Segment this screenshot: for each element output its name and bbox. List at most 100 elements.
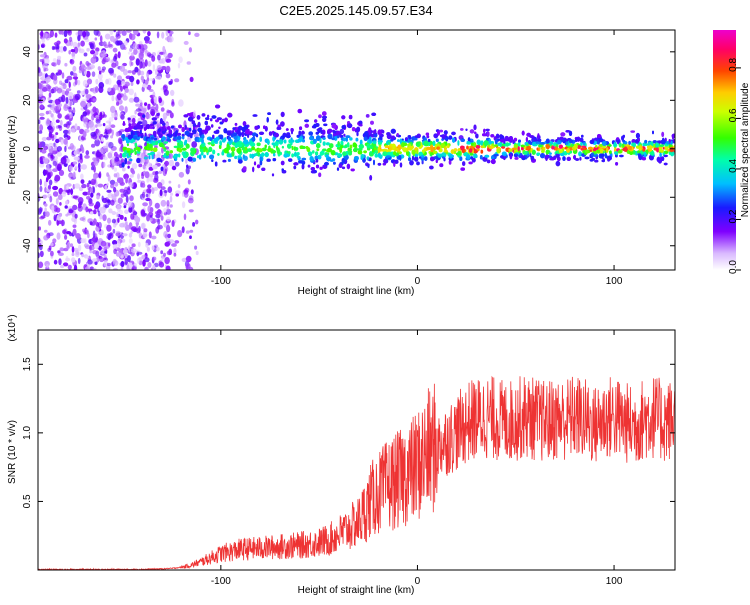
spectrogram-cell: [160, 166, 164, 171]
spectrogram-cell: [55, 119, 60, 123]
spectrogram-cell: [106, 262, 111, 267]
spectrogram-cell: [59, 202, 62, 206]
spectrogram-cell: [334, 136, 338, 141]
spectrogram-cell: [230, 146, 236, 152]
spectrogram-cell: [123, 223, 127, 228]
spectrogram-cell: [236, 129, 241, 135]
spectrogram-cell: [78, 167, 81, 173]
spectrogram-cell: [51, 45, 56, 51]
spectrogram-cell: [143, 36, 150, 42]
spectrogram-cell: [139, 62, 142, 70]
spectrogram-cell: [115, 31, 119, 38]
spectrogram-cell: [416, 149, 419, 155]
spectrogram-cell: [102, 123, 106, 127]
spectrogram-cell: [178, 153, 181, 158]
spectrogram-cell: [72, 195, 78, 199]
spectrogram-cell: [185, 230, 190, 234]
spectrogram-cell: [58, 96, 64, 103]
spectrogram-cell: [130, 248, 137, 254]
spectrogram-cell: [57, 69, 63, 76]
spectrogram-cell: [207, 142, 212, 145]
spectrogram-cell: [46, 118, 50, 125]
spectrogram-cell: [352, 143, 358, 148]
spectrogram-cell: [52, 160, 57, 166]
spectrogram-cell: [290, 128, 294, 132]
spectrogram-cell: [158, 142, 164, 148]
spectrogram-cell: [508, 136, 513, 142]
spectrogram-cell: [89, 187, 93, 193]
spectrogram-cell: [57, 113, 62, 119]
spectrogram-cell: [156, 31, 160, 39]
spectrogram-cell: [258, 131, 265, 135]
spectrogram-cell: [164, 234, 168, 239]
spectrogram-cell: [141, 175, 145, 179]
spectrogram-cell: [144, 266, 149, 270]
spectrogram-cell: [109, 30, 114, 36]
spectrogram-cell: [399, 138, 403, 144]
spectrogram-cell: [204, 130, 207, 135]
spectrogram-cell: [72, 224, 77, 228]
spectrogram-cell: [148, 40, 152, 45]
spectrogram-y-label: Frequency (Hz): [7, 116, 18, 185]
spectrogram-cell: [147, 103, 151, 110]
spectrogram-cell: [322, 141, 326, 146]
spectrogram-cell: [251, 136, 256, 142]
spectrogram-cell: [174, 157, 178, 161]
spectrogram-cell: [259, 160, 263, 166]
spectrogram-cell: [560, 132, 566, 137]
spectrogram-cell: [346, 163, 351, 170]
spectrogram-cell: [357, 148, 363, 151]
spectrogram-cell: [576, 145, 582, 149]
spectrogram-cell: [149, 173, 154, 178]
spectrogram-cell: [565, 141, 569, 145]
spectrogram-cell: [427, 138, 431, 143]
spectrogram-cell: [189, 235, 192, 239]
spectrogram-cell: [121, 162, 125, 168]
spectrogram-cell: [556, 139, 562, 145]
spectrogram-cell: [209, 118, 213, 122]
spectrogram-cell: [162, 112, 168, 120]
spectrogram-cell: [184, 124, 187, 130]
spectrogram-cell: [120, 260, 125, 268]
spectrogram-cell: [122, 121, 125, 126]
spectrogram-cell: [488, 138, 491, 143]
spectrogram-cell: [91, 71, 96, 77]
spectrogram-cell: [221, 138, 226, 143]
spectrogram-cell: [122, 152, 127, 158]
spectrogram-cell: [64, 234, 68, 240]
spectrogram-cell: [424, 156, 428, 162]
spectrogram-cell: [53, 214, 57, 221]
spectrogram-cell: [80, 65, 87, 72]
spectrogram-cell: [297, 138, 302, 143]
spectrogram-cell: [73, 156, 80, 161]
spectrogram-frame: [37, 29, 676, 271]
spectrogram-cell: [185, 158, 188, 164]
spectrogram-cell: [141, 191, 146, 199]
spectrogram-cell: [124, 106, 128, 113]
spectrogram-cell: [154, 137, 158, 141]
spectrogram-cell: [531, 141, 537, 147]
spectrogram-cell: [252, 166, 255, 173]
spectrogram-cell: [276, 148, 281, 155]
spectrogram-cell: [94, 204, 99, 210]
spectrogram-cell: [232, 127, 236, 130]
spectrogram-cell: [264, 144, 267, 149]
spectrogram-cell: [521, 130, 525, 136]
spectrogram-cell: [133, 147, 136, 152]
spectrogram-cell: [110, 150, 114, 154]
spectrogram-cell: [366, 156, 370, 161]
spectrogram-cell: [168, 159, 175, 167]
spectrogram-cell: [117, 51, 121, 59]
spectrogram-cell: [537, 147, 540, 150]
spectrogram-cell: [85, 206, 89, 213]
spectrogram-cell: [123, 189, 129, 197]
spectrogram-cell: [488, 146, 493, 150]
spectrogram-cell: [253, 161, 257, 166]
spectrogram-cell: [92, 157, 97, 161]
spectrogram-cell: [68, 81, 71, 88]
spectrogram-cell: [131, 243, 136, 248]
spectrogram-cell: [93, 165, 96, 173]
spectrogram-cell: [615, 162, 619, 166]
spectrogram-cell: [312, 138, 317, 144]
